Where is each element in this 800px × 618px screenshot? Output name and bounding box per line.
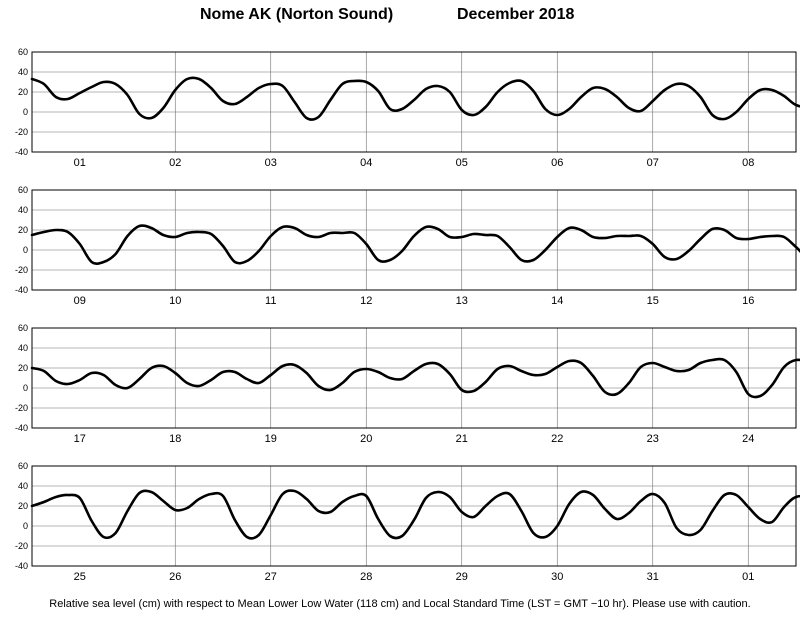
x-day-label: 28 xyxy=(360,571,372,583)
chart-header: Nome AK (Norton Sound) December 2018 xyxy=(0,4,800,30)
y-tick-label: 0 xyxy=(23,521,28,531)
x-day-label: 22 xyxy=(551,433,563,445)
x-day-label: 26 xyxy=(169,571,181,583)
panel-frame xyxy=(31,51,797,153)
y-tick-label: -20 xyxy=(15,265,28,275)
x-day-label: 21 xyxy=(456,433,468,445)
y-tick-label: -40 xyxy=(15,147,28,157)
x-day-label: 12 xyxy=(360,295,372,307)
y-tick-label: 40 xyxy=(18,67,28,77)
x-day-label: 06 xyxy=(551,157,563,169)
y-tick-label: 20 xyxy=(18,225,28,235)
x-day-label: 04 xyxy=(360,157,372,169)
x-day-label: 31 xyxy=(647,571,659,583)
y-tick-label: 0 xyxy=(23,383,28,393)
x-day-label: 16 xyxy=(742,295,754,307)
chart-title-station: Nome AK (Norton Sound) xyxy=(200,6,394,23)
panel-frame xyxy=(31,327,797,429)
y-tick-label: -20 xyxy=(15,403,28,413)
x-day-label: 09 xyxy=(74,295,86,307)
x-day-label: 08 xyxy=(742,157,754,169)
y-tick-label: 20 xyxy=(18,87,28,97)
tide-chart: -40 -20 0 20 40 60 01 02 03 04 05 06 07 08 -40 -20 0 20 40… xyxy=(15,47,800,583)
y-tick-label: 40 xyxy=(18,205,28,215)
chart-title-period: December 2018 xyxy=(457,6,575,23)
x-day-label: 10 xyxy=(169,295,181,307)
sea-level-series-line xyxy=(30,489,800,540)
y-tick-label: -40 xyxy=(15,285,28,295)
x-day-label: 30 xyxy=(551,571,563,583)
x-day-label: 29 xyxy=(456,571,468,583)
y-tick-label: -20 xyxy=(15,127,28,137)
x-day-label: 13 xyxy=(456,295,468,307)
y-tick-label: -20 xyxy=(15,541,28,551)
y-tick-label: 20 xyxy=(18,501,28,511)
sea-level-series-line xyxy=(30,357,800,399)
x-day-label: 05 xyxy=(456,157,468,169)
sea-level-series-line xyxy=(30,76,800,121)
panel-2: -40 -20 0 20 40 60 09 10 11 12 13 14 15 16 xyxy=(15,185,800,307)
x-day-label: 01 xyxy=(74,157,86,169)
x-day-label: 27 xyxy=(265,571,277,583)
y-tick-label: 0 xyxy=(23,107,28,117)
y-tick-label: 60 xyxy=(18,47,28,57)
x-day-label: 02 xyxy=(169,157,181,169)
x-day-label: 23 xyxy=(647,433,659,445)
y-tick-label: 60 xyxy=(18,323,28,333)
chart-footer-note: Relative sea level (cm) with respect to … xyxy=(49,598,751,610)
y-tick-label: -40 xyxy=(15,423,28,433)
x-day-label: 20 xyxy=(360,433,372,445)
y-tick-label: 20 xyxy=(18,363,28,373)
y-tick-label: 60 xyxy=(18,185,28,195)
x-day-label: 07 xyxy=(647,157,659,169)
y-tick-label: 40 xyxy=(18,343,28,353)
y-tick-label: 40 xyxy=(18,481,28,491)
x-day-label: 25 xyxy=(74,571,86,583)
y-tick-label: 60 xyxy=(18,461,28,471)
panel-frame xyxy=(31,465,797,567)
panel-1: -40 -20 0 20 40 60 01 02 03 04 05 06 07 08 xyxy=(15,47,800,169)
panel-3: -40 -20 0 20 40 60 17 18 19 20 21 22 23 24 xyxy=(15,323,800,445)
x-day-label: 14 xyxy=(551,295,563,307)
y-tick-label: 0 xyxy=(23,245,28,255)
panel-frame xyxy=(31,189,797,291)
x-day-label: 01 xyxy=(742,571,754,583)
panel-4: -40 -20 0 20 40 60 25 26 27 28 29 30 31 01 xyxy=(15,461,800,583)
x-day-label: 24 xyxy=(742,433,754,445)
x-day-label: 18 xyxy=(169,433,181,445)
x-day-label: 19 xyxy=(265,433,277,445)
x-day-label: 03 xyxy=(265,157,277,169)
x-day-label: 17 xyxy=(74,433,86,445)
sea-level-series-line xyxy=(30,224,800,265)
x-day-label: 11 xyxy=(265,295,276,307)
x-day-label: 15 xyxy=(647,295,659,307)
y-tick-label: -40 xyxy=(15,561,28,571)
